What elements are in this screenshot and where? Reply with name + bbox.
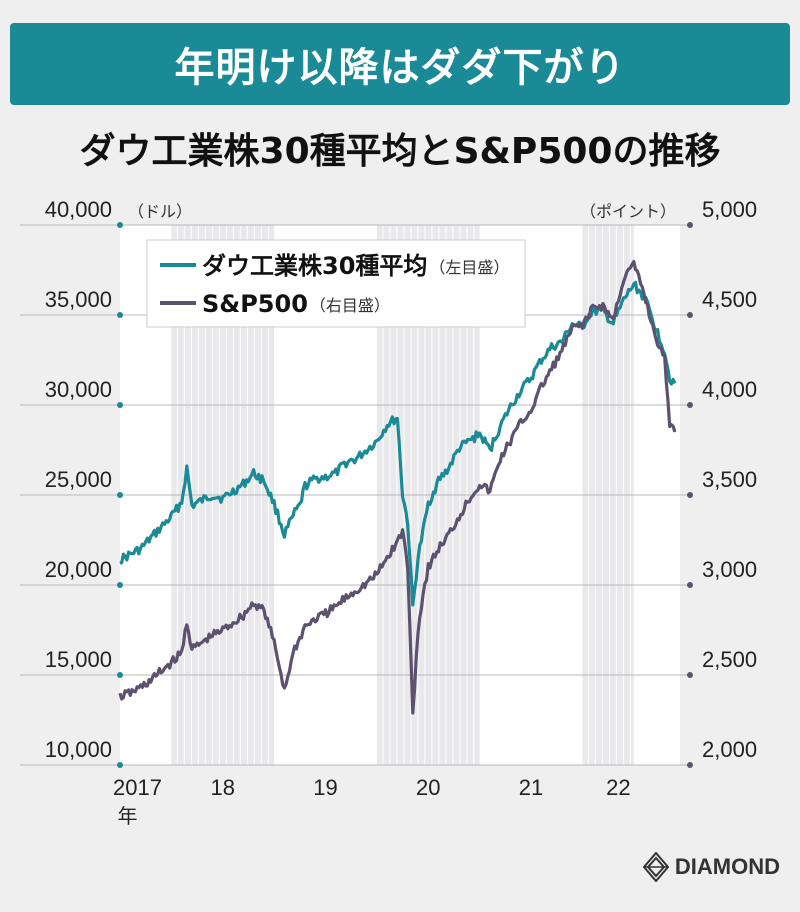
right-axis-unit: （ポイント） (580, 202, 676, 221)
legend-note: （左目盛） (429, 258, 509, 277)
right-tick-dot (687, 222, 693, 228)
right-tick-dot (687, 402, 693, 408)
left-tick-label: 25,000 (45, 467, 112, 492)
left-tick-dot (117, 762, 123, 768)
grid-lines (20, 224, 690, 766)
right-tick-label: 5,000 (702, 197, 757, 222)
right-tick-dot (687, 582, 693, 588)
legend: ダウ工業株30種平均 （左目盛） S&P500 （右目盛） (146, 239, 526, 328)
left-tick-dot (117, 672, 123, 678)
chart-title: ダウ工業株30種平均とS&P500の推移 (79, 131, 721, 172)
right-tick-label: 2,500 (702, 647, 757, 672)
left-tick-label: 35,000 (45, 287, 112, 312)
x-tick-label: 22 (606, 775, 630, 800)
x-tick-label: 19 (313, 775, 337, 800)
right-tick-dot (687, 492, 693, 498)
brand-logo: DIAMOND (642, 852, 780, 882)
brand-logo-text: DIAMOND (674, 854, 780, 879)
right-tick-dot (687, 672, 693, 678)
right-tick-dot (687, 762, 693, 768)
x-tick-label: 20 (416, 775, 440, 800)
right-tick-label: 4,500 (702, 287, 757, 312)
right-tick-label: 2,000 (702, 737, 757, 762)
left-tick-dot (117, 582, 123, 588)
x-tick-label: 2017 (113, 775, 162, 800)
title-banner: 年明け以降はダダ下がり (10, 23, 790, 105)
series-line-sp500 (118, 259, 677, 715)
legend-note: （右目盛） (310, 296, 390, 315)
right-tick-label: 3,500 (702, 467, 757, 492)
left-tick-dot (117, 312, 123, 318)
left-tick-dot (117, 492, 123, 498)
right-tick-label: 4,000 (702, 377, 757, 402)
right-tick-dot (687, 312, 693, 318)
left-tick-label: 15,000 (45, 647, 112, 672)
banner-title: 年明け以降はダダ下がり (174, 45, 626, 91)
left-tick-label: 10,000 (45, 737, 112, 762)
x-tick-sublabel: 年 (117, 804, 137, 828)
left-tick-label: 20,000 (45, 557, 112, 582)
left-axis-unit: （ドル） (128, 202, 192, 221)
left-tick-dot (117, 402, 123, 408)
left-tick-label: 30,000 (45, 377, 112, 402)
x-tick-label: 21 (519, 775, 543, 800)
legend-label: S&P500 (202, 290, 308, 318)
right-tick-label: 3,000 (702, 557, 757, 582)
diamond-logo-icon (642, 852, 669, 882)
left-tick-label: 40,000 (45, 197, 112, 222)
legend-box (146, 239, 526, 328)
legend-label: ダウ工業株30種平均 (202, 252, 427, 280)
axes: 10,000 15,000 20,000 25,000 30,000 35,000 40,0… (45, 197, 757, 828)
x-tick-label: 18 (211, 775, 235, 800)
series-lines (118, 259, 677, 715)
left-tick-dot (117, 222, 123, 228)
